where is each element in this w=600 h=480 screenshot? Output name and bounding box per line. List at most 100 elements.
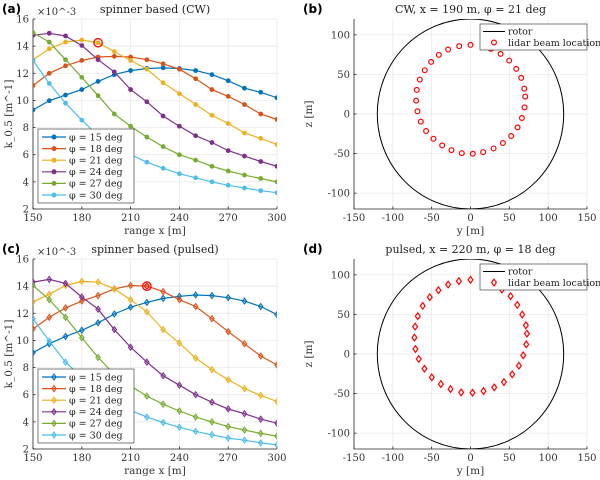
lidar-beam-point [430, 135, 437, 142]
data-point [225, 93, 231, 99]
data-point [274, 142, 277, 147]
data-point [192, 427, 199, 436]
x-tick-label: 300 [267, 453, 286, 464]
data-point [33, 57, 36, 63]
data-point [144, 392, 150, 400]
data-point [176, 407, 183, 415]
y-tick-label: 14 [16, 42, 29, 53]
legend-marker [51, 407, 57, 416]
x-axis-label: y [m] [456, 465, 484, 477]
data-point [225, 434, 232, 442]
data-point [95, 278, 101, 286]
panel-label: (a) [2, 2, 21, 16]
y-axis-label: z [m] [303, 100, 315, 127]
y-tick-label: 100 [331, 30, 350, 41]
y-tick-label: 10 [16, 96, 29, 107]
panel-label: (d) [303, 242, 323, 256]
legend-marker [51, 431, 57, 439]
x-tick-label: 180 [72, 213, 91, 224]
data-point [63, 39, 68, 45]
series-line-phi24 [33, 32, 277, 167]
data-point [63, 100, 68, 106]
lidar-beam-point [469, 150, 476, 157]
lidar-beam-point [455, 276, 462, 286]
data-point [209, 398, 215, 407]
data-point [33, 325, 36, 333]
legend-label: φ = 24 deg [69, 407, 123, 418]
x-tick-label: -150 [343, 213, 365, 224]
lidar-beam-point [522, 93, 529, 100]
lidar-beam-point [521, 104, 528, 111]
data-point [225, 121, 231, 126]
lidar-beam-point [419, 301, 426, 311]
data-point [62, 332, 69, 341]
x-tick-label: 150 [23, 453, 42, 464]
lidar-beam-point [435, 51, 442, 58]
data-point [258, 136, 264, 141]
series-line-phi15 [33, 67, 277, 111]
data-point [274, 190, 277, 196]
data-point [257, 429, 264, 438]
data-point [128, 87, 134, 92]
legend-box [479, 23, 588, 51]
lidar-beam-point [448, 147, 455, 154]
lidar-beam-point [421, 364, 428, 374]
data-point [274, 310, 277, 319]
data-point [46, 30, 52, 36]
legend-marker [490, 278, 498, 287]
data-point [144, 57, 150, 63]
x-tick-label: 50 [503, 213, 516, 224]
lidar-beam-point [415, 354, 422, 364]
data-point [46, 313, 53, 322]
data-point [225, 148, 231, 154]
data-point [241, 339, 248, 348]
data-point [144, 413, 150, 421]
chart-title: pulsed, x = 220 m, φ = 18 deg [385, 243, 555, 256]
lidar-beam-point [445, 46, 452, 53]
data-point [193, 68, 199, 73]
y-tick-label: 6 [23, 150, 29, 161]
lidar-beam-point [417, 118, 424, 125]
data-point [78, 277, 85, 286]
lidar-beam-point [515, 361, 523, 371]
data-point [62, 304, 69, 312]
lidar-beam-point [458, 388, 465, 397]
x-tick-label: -50 [424, 213, 440, 224]
data-point [79, 43, 85, 48]
x-axis-label: range x [m] [124, 225, 186, 237]
chart-title: CW, x = 190 m, φ = 21 deg [395, 3, 546, 16]
data-point [209, 418, 215, 426]
data-point [144, 308, 150, 316]
lidar-beam-point [480, 149, 487, 156]
legend-label: φ = 21 deg [69, 156, 123, 167]
data-point [79, 87, 85, 92]
lidar-beam-point [523, 340, 530, 349]
data-point [257, 391, 264, 400]
data-point [193, 102, 199, 107]
highlight-marker [142, 281, 152, 291]
x-axis-label: y [m] [456, 225, 484, 237]
data-point [274, 163, 277, 169]
y-tick-label: 12 [16, 69, 29, 80]
data-point [111, 325, 118, 334]
data-point [209, 291, 215, 300]
data-point [225, 375, 232, 384]
legend-label: rotor [508, 27, 533, 38]
legend-label: φ = 24 deg [69, 167, 123, 178]
data-point [241, 384, 248, 393]
data-point [274, 432, 277, 440]
x-tick-label: 150 [577, 453, 596, 464]
lidar-beam-point [513, 65, 520, 72]
highlight-marker-inner [144, 283, 150, 289]
data-point [127, 343, 134, 352]
data-point [33, 30, 36, 35]
data-point [95, 318, 101, 327]
data-point [111, 111, 117, 117]
data-point [258, 159, 264, 164]
lidar-beam-point [439, 142, 446, 149]
x-tick-label: -100 [382, 453, 404, 464]
legend-marker [51, 396, 57, 405]
x-tick-label: -100 [382, 213, 404, 224]
lidar-beam-point [435, 285, 442, 295]
panel-label: (b) [303, 2, 323, 16]
